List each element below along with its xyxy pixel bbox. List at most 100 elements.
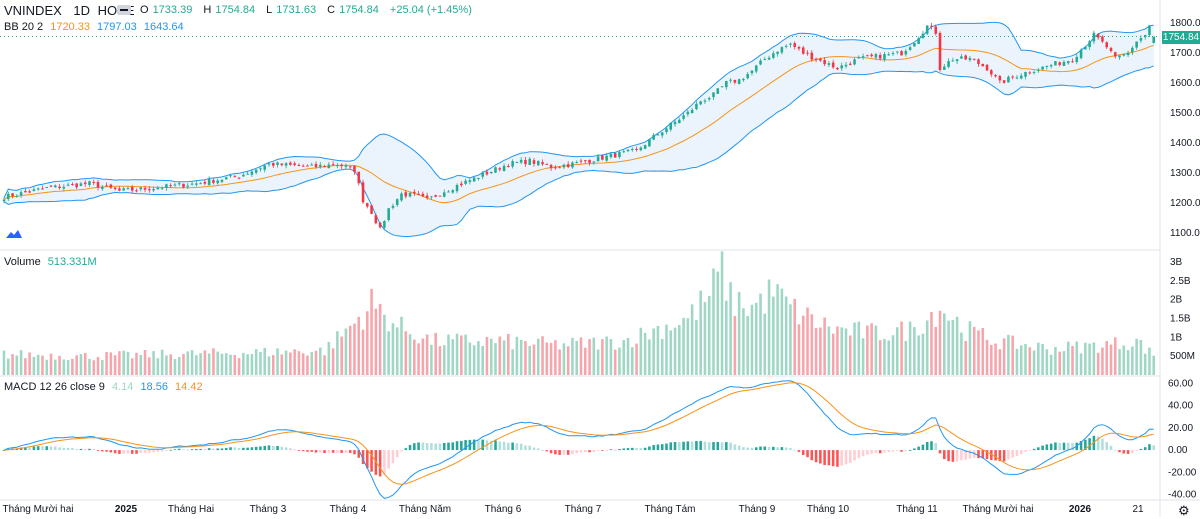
volume-bar xyxy=(49,353,53,375)
macd-histogram-bar xyxy=(1139,448,1143,451)
last-price-badge: 1754.84 xyxy=(1162,31,1200,44)
macd-histogram-bar xyxy=(1024,450,1027,452)
macd-signal-line xyxy=(3,382,1154,485)
candle-body xyxy=(887,54,891,56)
candle-body xyxy=(571,162,574,168)
volume-bar xyxy=(990,344,993,375)
candle-body xyxy=(1002,80,1006,83)
candle-body xyxy=(823,60,826,65)
macd-histogram-bar xyxy=(895,450,899,451)
candle-body xyxy=(378,222,382,228)
time-axis-label: Tháng Mười hai xyxy=(962,504,1033,515)
candle-body xyxy=(690,109,694,114)
volume-bar xyxy=(143,350,147,375)
candle-body xyxy=(199,183,202,185)
volume-bar xyxy=(1096,352,1100,375)
volume-bar xyxy=(750,304,754,375)
candle-body xyxy=(460,183,463,186)
volume-bar xyxy=(182,354,185,375)
volume-bar xyxy=(1019,345,1023,375)
macd-histogram-bar xyxy=(233,447,237,451)
volume-bar xyxy=(195,355,198,375)
open-value: O 1733.39 xyxy=(140,4,193,16)
volume-bar xyxy=(6,358,10,375)
candle-body xyxy=(750,70,754,74)
candle-body xyxy=(639,147,643,151)
macd-histogram-bar xyxy=(246,447,249,451)
candle-body xyxy=(827,63,831,65)
candle-body xyxy=(408,192,412,197)
candle-body xyxy=(11,193,14,197)
volume-bar xyxy=(148,357,151,375)
macd-histogram-bar xyxy=(1037,447,1040,451)
volume-value: 513.331M xyxy=(47,256,97,268)
candle-body xyxy=(498,168,502,170)
candle-body xyxy=(92,182,96,184)
volume-bar xyxy=(254,349,258,375)
candle-body xyxy=(267,163,271,165)
change-value: +25.04 (+1.45%) xyxy=(389,4,472,16)
volume-bar xyxy=(759,293,762,375)
price-tick-label: 1300.00 xyxy=(1170,168,1200,179)
macd-legend[interactable]: MACD 12 26 close 9 4.14 18.56 14.42 xyxy=(4,381,203,393)
volume-tick-label: 2.5B xyxy=(1170,276,1191,287)
candle-body xyxy=(1045,65,1049,67)
volume-bar xyxy=(716,271,720,375)
macd-histogram-bar xyxy=(737,445,741,451)
macd-histogram-bar xyxy=(819,450,822,464)
candle-body xyxy=(960,56,963,59)
volume-bar xyxy=(947,320,950,375)
macd-histogram-bar xyxy=(776,447,779,451)
volume-bar xyxy=(1037,342,1040,375)
candle-body xyxy=(366,203,369,207)
volume-bar xyxy=(1088,343,1091,375)
volume-bar xyxy=(101,360,104,375)
macd-histogram-bar xyxy=(1015,450,1019,457)
macd-histogram-bar xyxy=(383,450,386,475)
macd-histogram-bar xyxy=(481,439,484,451)
macd-histogram-bar xyxy=(327,450,331,453)
candle-body xyxy=(1126,52,1130,56)
macd-hist-value: 4.14 xyxy=(111,381,134,393)
macd-histogram-bar xyxy=(24,447,27,451)
volume-bar xyxy=(139,354,143,375)
macd-histogram-bar xyxy=(1109,445,1113,451)
macd-histogram-bar xyxy=(460,440,463,451)
candle-body xyxy=(1109,47,1113,52)
macd-histogram-bar xyxy=(250,447,254,451)
macd-histogram-bar xyxy=(310,450,314,452)
volume-bar xyxy=(408,334,412,375)
volume-bar xyxy=(793,298,796,375)
volume-bar xyxy=(998,349,1002,375)
macd-histogram-bar xyxy=(660,444,664,451)
macd-histogram-bar xyxy=(793,449,796,451)
volume-bar xyxy=(481,345,484,375)
volume-bar xyxy=(848,335,852,375)
volume-legend[interactable]: Volume 513.331M xyxy=(4,256,97,268)
volume-bar xyxy=(943,313,946,375)
volume-bar xyxy=(515,336,519,375)
macd-histogram-bar xyxy=(836,450,839,467)
macd-histogram-bar xyxy=(648,446,651,451)
candle-body xyxy=(605,155,608,161)
volume-bar xyxy=(421,338,425,375)
candle-body xyxy=(998,76,1002,81)
macd-histogram-bar xyxy=(1058,442,1061,451)
volume-bar xyxy=(1049,354,1053,375)
volume-bar xyxy=(485,336,489,375)
macd-histogram-bar xyxy=(733,444,737,451)
candle-body xyxy=(780,47,784,53)
bb-legend[interactable]: BB 20 2 1720.33 1797.03 1643.64 xyxy=(4,21,184,33)
macd-histogram-bar xyxy=(502,441,506,451)
candle-body xyxy=(502,165,506,172)
candle-body xyxy=(759,60,762,65)
candle-body xyxy=(801,47,805,54)
settings-gear-icon[interactable]: ⚙ xyxy=(1178,503,1190,518)
volume-bar xyxy=(690,304,694,375)
macd-histogram-bar xyxy=(1071,443,1074,451)
collapse-legend-button[interactable] xyxy=(117,5,131,15)
candle-body xyxy=(891,52,895,55)
price-tick-label: 1400.00 xyxy=(1170,138,1200,149)
candle-body xyxy=(271,163,275,166)
